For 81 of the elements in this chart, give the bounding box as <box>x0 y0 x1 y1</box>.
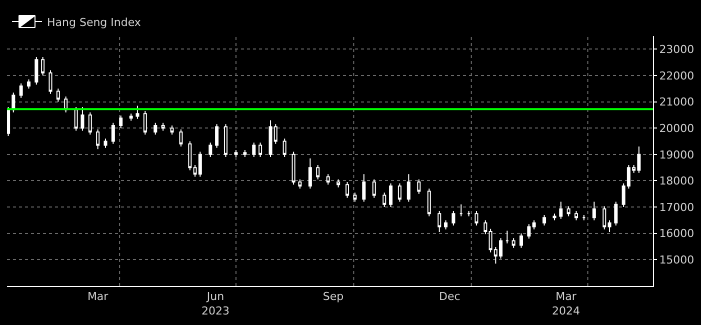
candlestick <box>308 158 312 190</box>
candlestick <box>74 106 78 132</box>
candlestick <box>143 110 147 136</box>
candlestick <box>602 206 606 230</box>
candlestick <box>398 182 402 202</box>
y-tick-label: 20000 <box>659 122 694 135</box>
candlestick <box>467 210 471 217</box>
candlestick <box>19 82 23 98</box>
y-tick-label: 16000 <box>659 227 694 240</box>
candlestick <box>559 201 563 220</box>
candlestick <box>170 124 174 136</box>
candlestick <box>292 151 296 186</box>
candlestick <box>484 220 488 235</box>
candlestick <box>452 210 456 226</box>
candlestick <box>519 232 523 248</box>
x-tick-label: Jun 2023 <box>202 290 230 318</box>
candlestick <box>136 105 140 120</box>
x-tick-label: Mar 2024 <box>552 290 580 318</box>
candlestick <box>208 142 212 158</box>
candlestick <box>336 178 340 188</box>
candlestick <box>346 182 350 198</box>
candlestick <box>527 224 531 240</box>
candlestick <box>552 213 556 221</box>
candlestick <box>574 210 578 221</box>
candlestick <box>258 142 262 158</box>
candlestick <box>474 210 478 226</box>
candlestick <box>326 174 330 186</box>
candlestick <box>215 124 219 148</box>
y-tick-label: 19000 <box>659 148 694 162</box>
candlestick <box>532 220 536 230</box>
candlestick <box>34 56 38 86</box>
candlestick <box>372 178 376 198</box>
x-tick-label: Mar <box>87 290 109 304</box>
y-tick-label: 21000 <box>659 96 694 109</box>
y-tick-label: 23000 <box>659 43 694 56</box>
candlestick <box>48 70 52 94</box>
candlestick <box>243 149 247 158</box>
candlestick <box>26 78 30 90</box>
candlestick <box>298 178 302 190</box>
candlestick <box>80 106 84 132</box>
candlestick <box>614 201 618 226</box>
candlestick <box>188 140 192 171</box>
legend-label: Hang Seng Index <box>47 16 142 29</box>
candlestick <box>224 124 228 158</box>
y-tick-label: 18000 <box>659 174 694 188</box>
y-tick-label: 15000 <box>659 254 694 267</box>
candlestick <box>111 122 115 144</box>
candlestick <box>154 122 158 136</box>
candlestick <box>582 214 586 221</box>
candlestick <box>316 164 320 180</box>
candlestick <box>406 174 410 202</box>
candlestick <box>161 122 165 132</box>
x-tick-label: Dec <box>438 290 460 304</box>
candlestick <box>7 106 10 136</box>
candlestick <box>12 92 16 113</box>
candlestick <box>88 112 92 136</box>
candlestick <box>512 238 516 248</box>
y-tick-label: 22000 <box>659 69 694 82</box>
x-tick-label: Sep <box>322 290 344 304</box>
candlestick <box>438 210 442 233</box>
candlestick <box>129 113 133 122</box>
candlestick <box>427 188 431 217</box>
candlestick <box>592 201 596 221</box>
candlestick <box>459 204 463 217</box>
candlestick <box>417 178 421 194</box>
candlestick <box>389 182 393 208</box>
candlestick <box>252 142 256 158</box>
candlestick <box>282 138 286 158</box>
candlestick <box>444 220 448 230</box>
candlestick <box>505 230 509 244</box>
candlestick <box>104 138 108 148</box>
candlestick <box>41 56 45 76</box>
candlestick <box>96 128 100 150</box>
candlestick <box>362 174 366 202</box>
candlestick <box>542 214 546 226</box>
candlestick <box>382 192 386 208</box>
candlestick <box>179 128 183 148</box>
candlestick <box>56 88 60 102</box>
candlestick <box>566 206 570 217</box>
candlestick <box>608 220 612 233</box>
y-tick-label: 17000 <box>659 200 694 214</box>
